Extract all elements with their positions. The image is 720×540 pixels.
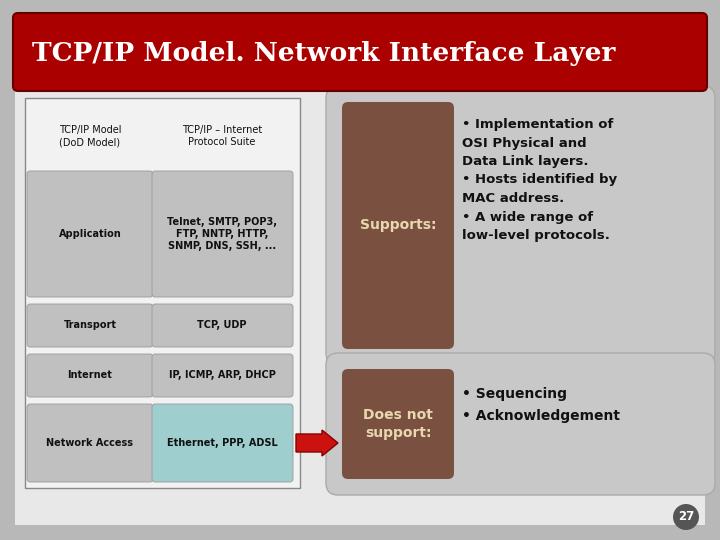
- Text: Supports:: Supports:: [360, 218, 436, 232]
- Text: Internet: Internet: [68, 370, 112, 380]
- FancyBboxPatch shape: [13, 13, 707, 91]
- Text: Does not
support:: Does not support:: [363, 408, 433, 440]
- FancyBboxPatch shape: [152, 404, 293, 482]
- Text: • Sequencing
• Acknowledgement: • Sequencing • Acknowledgement: [462, 387, 620, 423]
- FancyArrow shape: [296, 430, 338, 456]
- FancyBboxPatch shape: [152, 354, 293, 397]
- FancyBboxPatch shape: [326, 353, 715, 495]
- FancyBboxPatch shape: [326, 86, 715, 365]
- Text: Network Access: Network Access: [47, 438, 133, 448]
- Text: TCP/IP – Internet
Protocol Suite: TCP/IP – Internet Protocol Suite: [182, 125, 262, 147]
- FancyBboxPatch shape: [152, 304, 293, 347]
- FancyBboxPatch shape: [342, 369, 454, 479]
- FancyBboxPatch shape: [27, 171, 153, 297]
- Text: TCP/IP Model. Network Interface Layer: TCP/IP Model. Network Interface Layer: [32, 40, 616, 65]
- Text: Application: Application: [58, 229, 122, 239]
- Bar: [25, 98, 300, 488]
- Text: • Implementation of
OSI Physical and
Data Link layers.
• Hosts identified by
MAC: • Implementation of OSI Physical and Dat…: [462, 118, 617, 242]
- FancyBboxPatch shape: [27, 354, 153, 397]
- FancyBboxPatch shape: [152, 171, 293, 297]
- Text: TCP, UDP: TCP, UDP: [197, 320, 247, 330]
- FancyBboxPatch shape: [27, 404, 153, 482]
- FancyBboxPatch shape: [27, 304, 153, 347]
- FancyBboxPatch shape: [342, 102, 454, 349]
- Text: Ethernet, PPP, ADSL: Ethernet, PPP, ADSL: [166, 438, 277, 448]
- Text: 27: 27: [678, 510, 694, 523]
- Text: IP, ICMP, ARP, DHCP: IP, ICMP, ARP, DHCP: [168, 370, 276, 380]
- Circle shape: [673, 504, 699, 530]
- Text: Telnet, SMTP, POP3,
FTP, NNTP, HTTP,
SNMP, DNS, SSH, ...: Telnet, SMTP, POP3, FTP, NNTP, HTTP, SNM…: [167, 217, 277, 252]
- Text: TCP/IP Model
(DoD Model): TCP/IP Model (DoD Model): [59, 125, 121, 147]
- Text: Transport: Transport: [63, 320, 117, 330]
